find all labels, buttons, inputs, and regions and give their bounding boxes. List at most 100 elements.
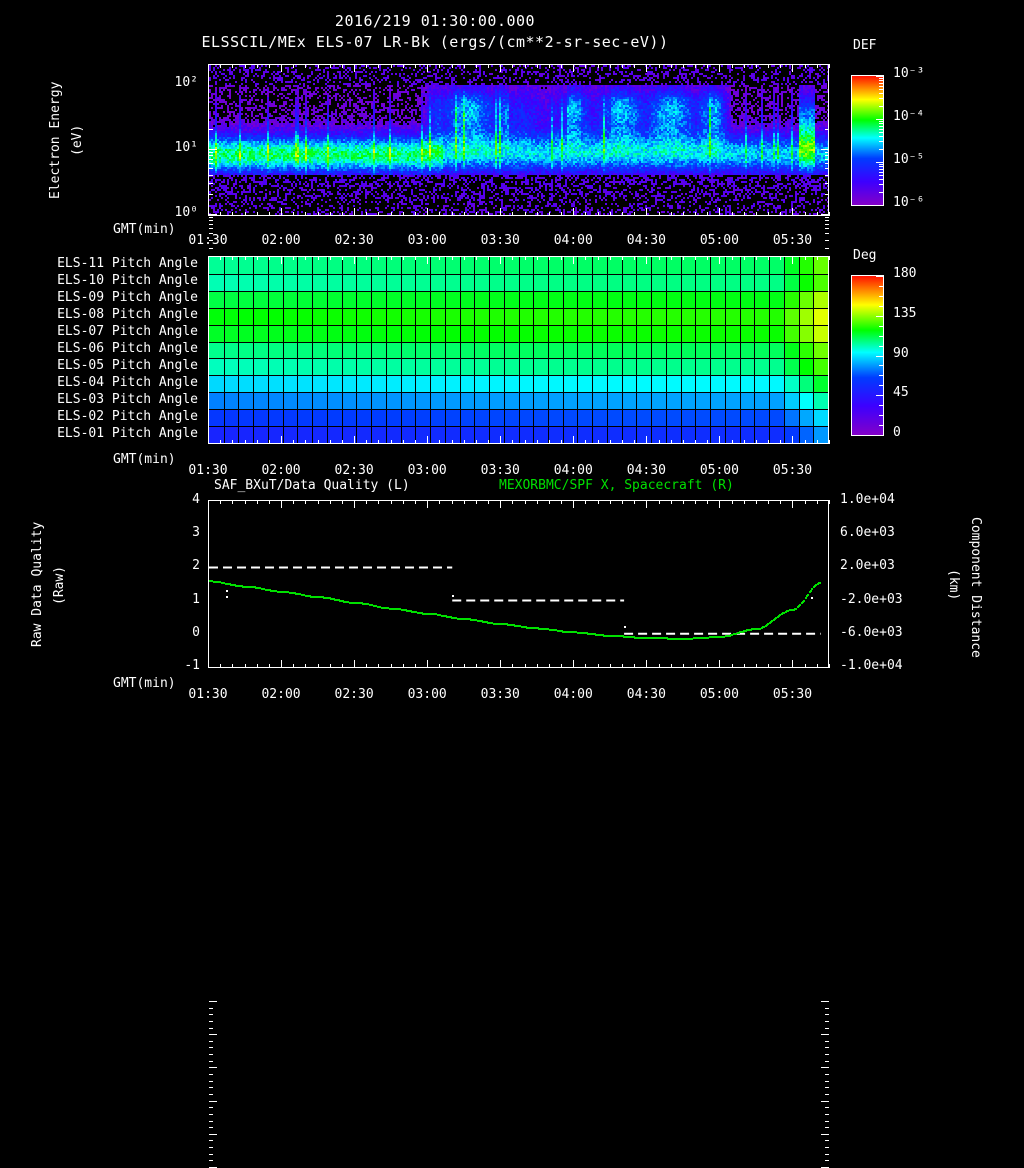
axis-tick — [476, 664, 477, 668]
axis-tick — [756, 256, 757, 260]
axis-tick — [792, 500, 793, 508]
time-axis-label-2-text: GMT(min) — [113, 452, 176, 467]
quality-y-tick — [209, 1028, 213, 1029]
axis-tick — [634, 64, 635, 68]
axis-tick — [707, 500, 708, 504]
axis-tick — [780, 500, 781, 504]
spectrogram-y-tick — [825, 224, 829, 225]
time-tick-label: 05:30 — [772, 687, 813, 702]
quality-y-tick — [209, 1067, 217, 1068]
spectrogram-y-tick — [825, 228, 829, 229]
def-colorbar-gradient — [852, 76, 883, 205]
axis-tick — [829, 440, 830, 444]
def-colorbar-minor-tick — [879, 126, 884, 127]
def-colorbar-minor-tick — [879, 149, 884, 150]
axis-tick — [585, 664, 586, 668]
deg-colorbar-minor-tick — [879, 276, 884, 277]
deg-colorbar-minor-tick — [879, 296, 884, 297]
quality-ylabel-right: Component Distance — [968, 505, 983, 670]
axis-tick — [610, 440, 611, 444]
quality-y-tick — [825, 1021, 829, 1022]
axis-tick — [719, 256, 720, 264]
axis-tick — [707, 64, 708, 68]
axis-tick — [378, 500, 379, 504]
spectrogram-y-tick — [209, 163, 213, 164]
deg-colorbar-minor-tick — [879, 356, 884, 357]
quality-y-tick — [825, 1028, 829, 1029]
axis-tick — [330, 440, 331, 444]
time-axis-label-3-text: GMT(min) — [113, 676, 176, 691]
quality-title-right-text: MEXORBMC/SPF X, Spacecraft (R) — [499, 478, 734, 493]
axis-tick — [622, 256, 623, 260]
axis-tick — [476, 440, 477, 444]
deg-colorbar-minor-tick — [879, 326, 884, 327]
axis-tick — [305, 500, 306, 504]
axis-tick — [683, 440, 684, 444]
spectrogram-y-tick-label: 10² — [174, 74, 198, 90]
axis-tick — [415, 256, 416, 260]
axis-tick — [281, 436, 282, 444]
axis-tick — [732, 500, 733, 504]
spectrogram-y-tick — [825, 233, 829, 234]
def-colorbar-minor-tick — [879, 175, 884, 176]
axis-tick — [232, 212, 233, 216]
quality-y-tick — [209, 1021, 213, 1022]
axis-tick — [427, 436, 428, 444]
spectrogram-y-tick-label: 10¹ — [174, 139, 198, 155]
def-colorbar-minor-tick — [879, 93, 884, 94]
axis-tick — [293, 256, 294, 260]
axis-tick — [646, 64, 647, 72]
axis-tick — [245, 212, 246, 216]
spectrogram-plot-frame — [208, 64, 829, 216]
axis-tick — [245, 500, 246, 504]
pitch-angle-row-label: ELS-10 Pitch Angle — [57, 273, 198, 289]
pitch-angle-row-labels: ELS-11 Pitch Angle ELS-10 Pitch Angle ELS-… — [0, 256, 204, 444]
spectrogram-y-tick — [825, 163, 829, 164]
axis-tick — [695, 212, 696, 216]
axis-tick — [671, 212, 672, 216]
axis-tick — [330, 212, 331, 216]
spectrogram-y-tick — [209, 228, 213, 229]
axis-tick — [366, 500, 367, 504]
def-colorbar-tick-label: 10⁻⁶ — [893, 195, 925, 210]
spectrogram-axis-ticks — [0, 64, 1024, 280]
axis-tick — [805, 440, 806, 444]
quality-y-tick-label-right: -6.0e+03 — [840, 624, 903, 640]
deg-colorbar-minor-tick — [879, 375, 884, 376]
deg-colorbar-title: Deg — [853, 248, 876, 263]
axis-tick — [610, 64, 611, 68]
axis-tick — [829, 212, 830, 216]
axis-tick — [281, 208, 282, 216]
axis-tick — [598, 664, 599, 668]
spectrogram-y-tick — [825, 217, 829, 218]
axis-tick — [695, 256, 696, 260]
axis-tick — [500, 660, 501, 668]
axis-tick — [403, 212, 404, 216]
axis-tick — [817, 212, 818, 216]
axis-tick — [829, 256, 830, 260]
time-tick-label: 05:00 — [699, 233, 739, 248]
time-tick-label: 03:00 — [407, 463, 447, 478]
axis-tick — [293, 500, 294, 504]
quality-y-tick — [209, 1101, 217, 1102]
axis-tick — [378, 64, 379, 68]
deg-colorbar-minor-tick — [879, 435, 884, 436]
axis-tick — [732, 64, 733, 68]
quality-y-tick — [209, 1140, 213, 1141]
axis-tick — [756, 500, 757, 504]
axis-tick — [488, 256, 489, 260]
axis-tick — [659, 212, 660, 216]
deg-colorbar-tick-label: 0 — [893, 425, 901, 440]
quality-y-tick-label-left: 0 — [192, 624, 200, 640]
spectrogram-y-tick — [209, 159, 213, 160]
axis-tick — [488, 500, 489, 504]
axis-tick — [525, 256, 526, 260]
spectrogram-y-tick — [209, 220, 213, 221]
quality-y-tick-label-left: 3 — [192, 525, 200, 541]
quality-y-tick — [825, 1054, 829, 1055]
axis-tick — [598, 440, 599, 444]
axis-tick — [452, 664, 453, 668]
axis-tick — [354, 64, 355, 72]
axis-tick — [403, 64, 404, 68]
axis-tick — [293, 664, 294, 668]
